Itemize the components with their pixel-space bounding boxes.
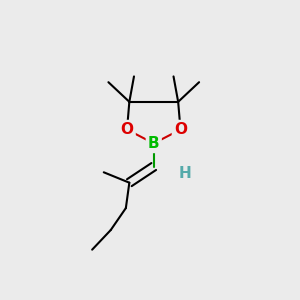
Text: H: H [179, 166, 191, 181]
Text: B: B [148, 136, 160, 151]
Text: O: O [121, 122, 134, 137]
Text: O: O [174, 122, 187, 137]
